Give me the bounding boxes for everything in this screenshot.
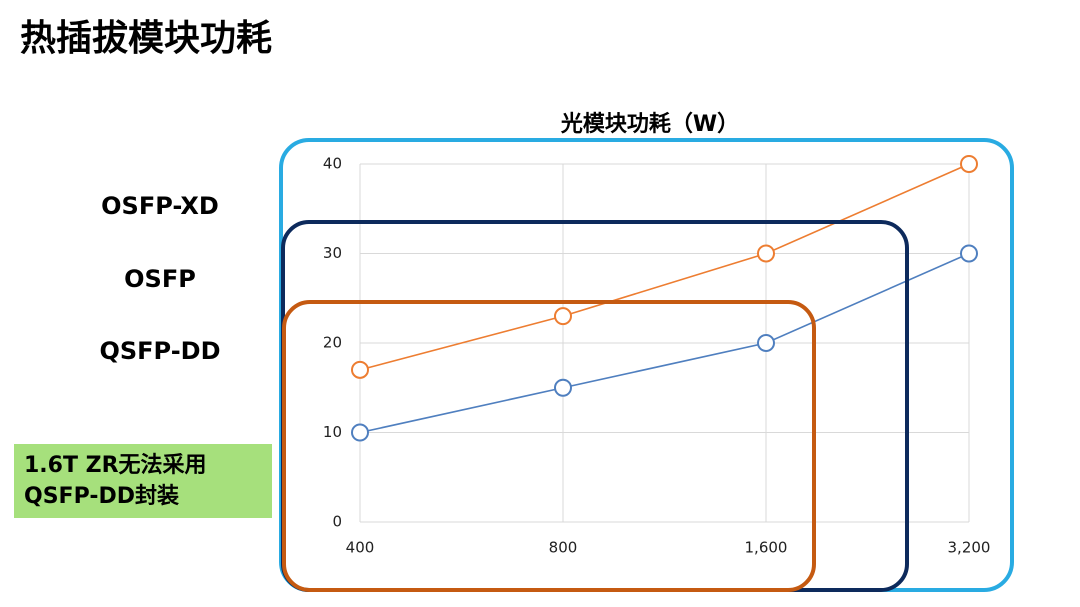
point [757, 244, 775, 263]
point [351, 360, 369, 379]
form-factor-label: OSFP [124, 265, 196, 293]
point [757, 334, 775, 352]
point [960, 244, 978, 263]
y-tick-label: 20 [323, 334, 342, 352]
x-tick-label: 1,600 [745, 539, 788, 557]
note-text: QSFP-DD封装 [24, 484, 179, 509]
x-tick-label: 800 [549, 539, 578, 557]
page-title: 热插拔模块功耗 [20, 18, 272, 59]
series-line [359, 163, 970, 371]
plot: 0 10 20 30 40 400 800 1,600 3,200 [323, 155, 991, 557]
y-tick-label: 10 [323, 423, 342, 441]
y-tick-label: 30 [323, 244, 342, 262]
x-tick-label: 400 [346, 539, 375, 557]
series-line [359, 252, 970, 434]
point [351, 423, 369, 442]
y-tick-label: 40 [323, 155, 342, 173]
form-factor-label: QSFP-DD [99, 337, 220, 365]
y-tick-label: 0 [332, 513, 342, 531]
form-factor-label: OSFP-XD [101, 192, 219, 220]
point [960, 155, 978, 173]
point [554, 378, 572, 397]
chart-title: 光模块功耗（W） [560, 111, 739, 137]
note-box [14, 444, 272, 518]
note-text: 1.6T ZR无法采用 [24, 453, 207, 478]
x-tick-label: 3,200 [948, 539, 991, 557]
qsfp-dd-box [282, 300, 816, 592]
point [554, 307, 572, 326]
